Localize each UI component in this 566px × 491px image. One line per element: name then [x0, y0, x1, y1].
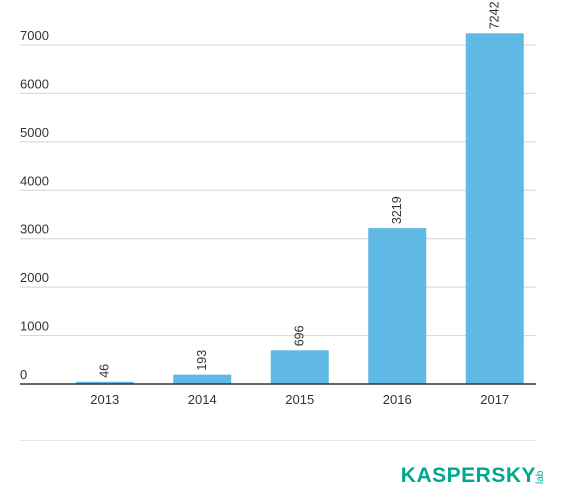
- bar-2013: [75, 381, 134, 384]
- x-tick-label-2015: 2015: [285, 392, 314, 407]
- x-tick-label-2014: 2014: [188, 392, 217, 407]
- y-tick-label: 7000: [20, 28, 49, 43]
- y-tick-label: 5000: [20, 125, 49, 140]
- data-labels: 46 193 696 3219 7242: [98, 1, 502, 377]
- data-label-2015: 696: [293, 325, 307, 346]
- x-tick-label-2016: 2016: [383, 392, 412, 407]
- logo-wordmark: KASPERSKY: [400, 464, 536, 487]
- bar-2017: [465, 33, 524, 385]
- y-tick-label: 4000: [20, 173, 49, 188]
- data-label-2017: 7242: [488, 1, 502, 29]
- bars: [75, 33, 524, 385]
- y-tick-label: 2000: [20, 270, 49, 285]
- y-tick-label: 3000: [20, 222, 49, 237]
- y-tick-label: 6000: [20, 76, 49, 91]
- y-axis-labels: 0 1000 2000 3000 4000 5000 6000 7000: [20, 28, 49, 382]
- bar-2015: [270, 350, 329, 384]
- y-tick-label: 1000: [20, 319, 49, 334]
- bar-2014: [173, 374, 232, 384]
- kaspersky-logo: KASPERSKY lab: [400, 464, 546, 487]
- bar-chart: 0 1000 2000 3000 4000 5000 6000 7000 46 193 696 32…: [20, 1, 536, 407]
- x-tick-label-2013: 2013: [90, 392, 119, 407]
- data-label-2013: 46: [98, 364, 112, 378]
- x-axis-labels: 2013 2014 2015 2016 2017: [90, 392, 509, 407]
- data-label-2016: 3219: [390, 196, 404, 224]
- bar-2016: [368, 228, 427, 384]
- x-tick-label-2017: 2017: [480, 392, 509, 407]
- footer-divider: [20, 440, 536, 441]
- gridlines: [20, 44, 536, 337]
- y-tick-label: 0: [20, 367, 27, 382]
- data-label-2014: 193: [195, 350, 209, 371]
